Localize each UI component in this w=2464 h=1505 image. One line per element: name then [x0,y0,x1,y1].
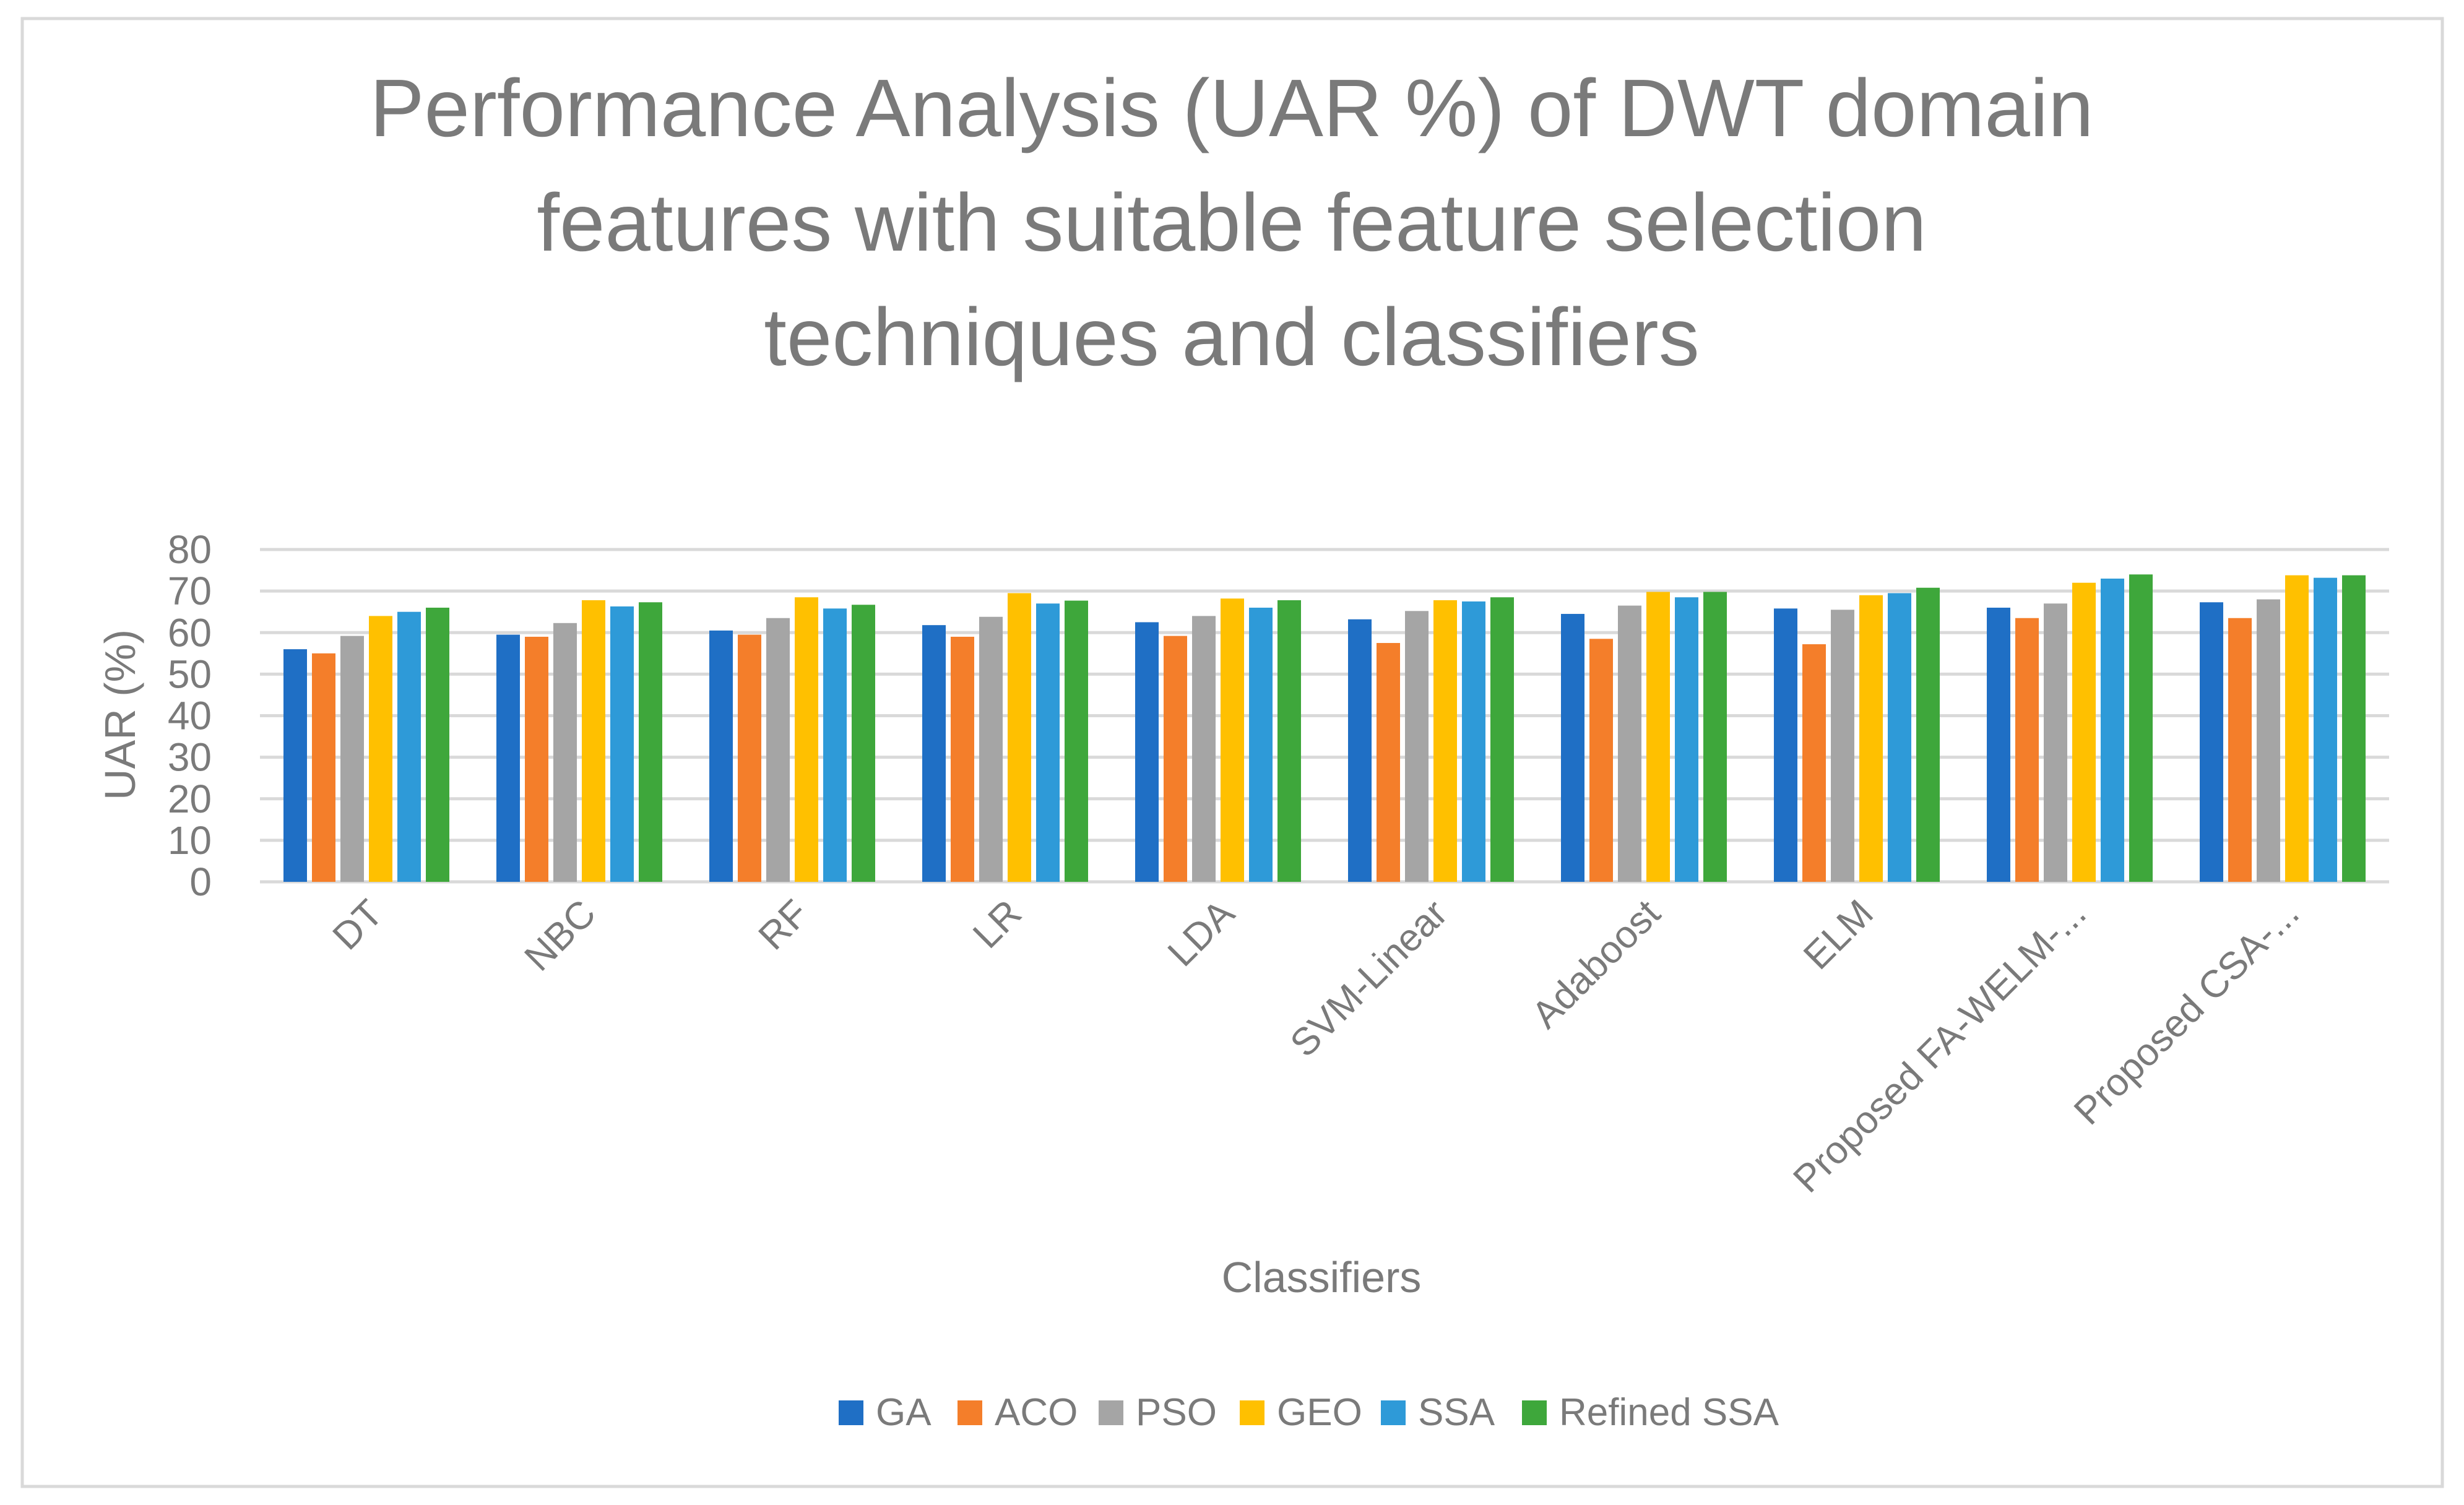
bar-ssa-svm-linear [1462,601,1485,882]
bar-pso-proposed-csa- [2257,599,2280,882]
bar-ssa-proposed-csa- [2314,577,2337,882]
bar-geo-elm [1859,595,1883,882]
bar-aco-proposed-fa-welm- [2015,618,2039,882]
bar-refined-ssa-elm [1916,587,1940,882]
bar-ga-proposed-fa-welm- [1987,607,2010,882]
chart-title-line-2: features with suitable feature selection [537,177,1926,268]
bar-geo-proposed-csa- [2285,575,2309,882]
legend-swatch-aco [958,1400,982,1425]
bar-pso-dt [340,636,364,882]
bar-aco-proposed-csa- [2228,618,2252,882]
bar-ga-dt [283,649,307,882]
bar-geo-lr [1008,593,1031,882]
legend-label: GA [876,1391,932,1434]
legend-label: ACO [995,1391,1078,1434]
bar-ssa-lr [1036,603,1060,882]
bar-geo-rf [795,597,818,882]
legend-swatch-pso [1099,1400,1123,1425]
y-tick-label: 70 [168,569,212,613]
legend: GA ACO PSO GEO SSA Refined SSA [839,1391,1779,1434]
y-tick-label: 30 [168,735,212,780]
bar-geo-lda [1221,598,1244,882]
bar-pso-adaboost [1618,605,1641,882]
x-axis-label: Classifiers [1222,1253,1422,1301]
legend-swatch-refined-ssa [1522,1400,1547,1425]
legend-swatch-geo [1240,1400,1264,1425]
bar-refined-ssa-dt [426,607,449,882]
bar-refined-ssa-lda [1277,600,1301,882]
bar-pso-lda [1192,616,1216,882]
bar-pso-elm [1831,610,1854,882]
bar-geo-nbc [582,600,605,882]
legend-swatch-ga [839,1400,863,1425]
bar-ga-nbc [496,634,520,882]
bar-geo-svm-linear [1433,600,1457,882]
y-tick-label: 40 [168,694,212,738]
bar-refined-ssa-nbc [639,602,662,882]
bar-aco-elm [1802,644,1826,882]
legend-label: Refined SSA [1559,1391,1779,1434]
legend-label: GEO [1277,1391,1362,1434]
bar-refined-ssa-lr [1065,600,1088,882]
bar-ga-lr [922,625,946,882]
y-tick-label: 0 [189,860,212,904]
y-tick-label: 80 [168,527,212,572]
legend-label: SSA [1418,1391,1495,1434]
bar-ssa-elm [1888,593,1911,882]
bar-pso-proposed-fa-welm- [2044,603,2067,882]
bar-ssa-rf [823,608,847,882]
bar-aco-dt [312,653,335,882]
bar-pso-svm-linear [1405,611,1429,882]
bar-aco-lda [1164,636,1187,882]
bar-ssa-lda [1249,607,1273,882]
bar-geo-proposed-fa-welm- [2072,582,2096,882]
y-tick-label: 10 [168,818,212,863]
bar-ga-rf [709,630,733,882]
bar-ga-svm-linear [1348,619,1372,882]
bar-refined-ssa-proposed-fa-welm- [2129,574,2153,882]
bar-ssa-proposed-fa-welm- [2101,578,2124,882]
bars [283,574,2366,882]
bar-refined-ssa-svm-linear [1490,597,1514,882]
y-tick-label: 60 [168,610,212,655]
bar-geo-adaboost [1646,592,1670,882]
y-tick-label: 20 [168,777,212,821]
bar-aco-rf [738,634,761,882]
chart-title-line-3: techniques and classifiers [764,291,1700,382]
bar-aco-adaboost [1589,639,1613,882]
bar-ssa-dt [397,611,421,882]
bar-refined-ssa-proposed-csa- [2342,575,2366,882]
bar-ssa-nbc [610,606,634,882]
bar-geo-dt [369,616,392,882]
bar-aco-nbc [525,636,548,882]
bar-ssa-adaboost [1675,597,1698,882]
bar-ga-elm [1774,608,1797,882]
bar-refined-ssa-adaboost [1703,592,1727,882]
y-axis-label: UAR (%) [96,629,144,800]
bar-pso-rf [766,618,790,882]
chart-title-line-1: Performance Analysis (UAR %) of DWT doma… [370,63,2093,153]
bar-ga-adaboost [1561,614,1584,882]
bar-pso-nbc [553,623,577,882]
bar-aco-lr [951,636,974,882]
bar-pso-lr [979,616,1003,882]
legend-label: PSO [1136,1391,1217,1434]
bar-aco-svm-linear [1377,643,1400,882]
bar-ga-proposed-csa- [2200,602,2223,882]
y-tick-label: 50 [168,652,212,696]
legend-swatch-ssa [1381,1400,1406,1425]
bar-ga-lda [1135,622,1159,882]
bar-refined-ssa-rf [852,605,875,882]
